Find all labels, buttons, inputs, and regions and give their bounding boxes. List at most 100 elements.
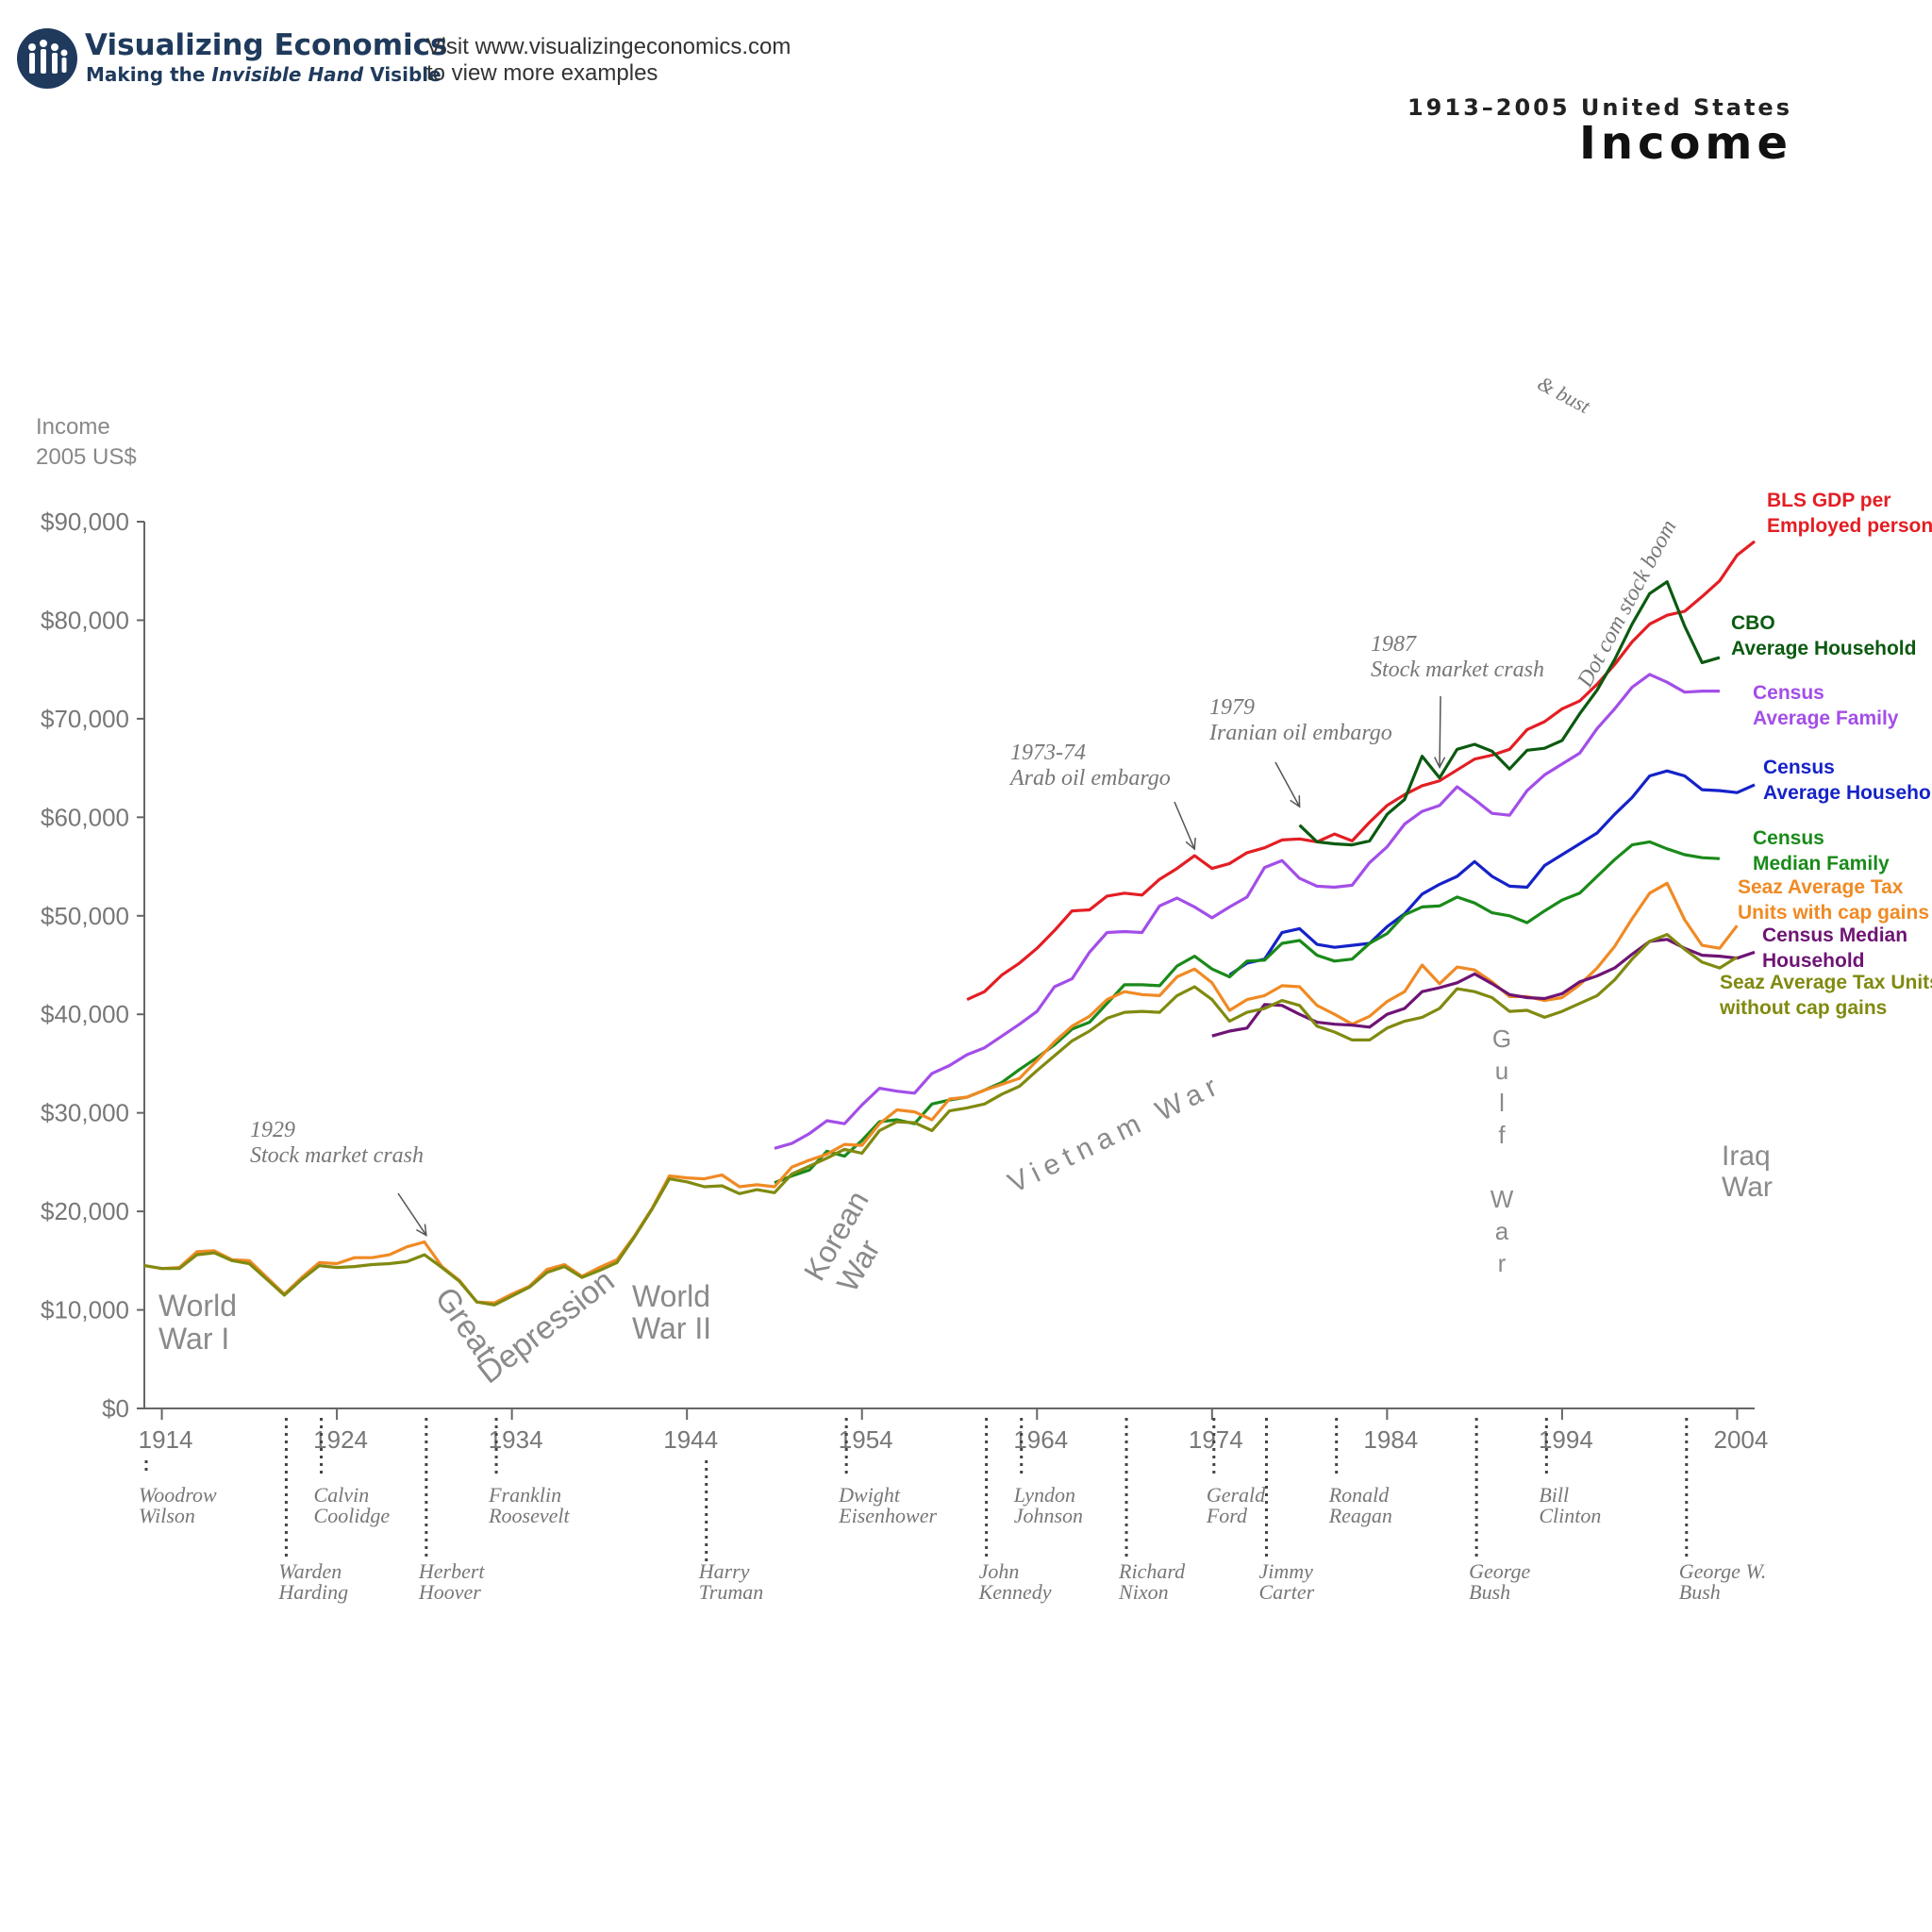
president-name: Gerald [1207,1483,1266,1507]
war-label-letter: u [1495,1057,1508,1085]
series-line [143,933,1739,1307]
war-label: Depression [472,1262,622,1391]
president-name: Roosevelt [488,1504,570,1527]
series-label: Census [1763,757,1835,778]
president-name: Dwight [838,1483,901,1507]
annotation-arrowhead [1185,837,1196,851]
president-name: Nixon [1118,1580,1169,1604]
y-tick-label: $20,000 [41,1197,129,1225]
president-name: Wilson [139,1504,195,1527]
president-name: Bush [1679,1580,1721,1604]
annotation-arrow [397,1192,427,1236]
brand-tagline: Making the Invisible Hand Visible [86,63,441,86]
series-line [1228,769,1756,976]
logo-figures-icon [28,40,68,74]
x-tick-label: 1914 [139,1425,193,1454]
y-tick-label: $0 [102,1394,129,1423]
annotation-text: Stock market crash [1371,658,1544,682]
president-name: Eisenhower [838,1504,937,1527]
logo-emblem-icon [17,28,77,89]
series-label: Seaz Average Tax [1738,876,1904,898]
y-tick-label: $50,000 [41,902,129,930]
series-label: Employed person [1767,515,1932,537]
annotation-text: & bust [1534,371,1595,418]
war-label: War II [632,1311,711,1345]
annotation-text: Dot com stock boom [1573,516,1682,692]
annotation-arrow [1439,695,1441,768]
president-name: Ford [1206,1504,1248,1527]
series-label: Census [1753,827,1824,849]
series-line [774,840,1720,1185]
series-label: Census [1753,682,1824,704]
president-name: Ronald [1328,1483,1391,1507]
annotation-text: 1979 [1209,695,1255,720]
war-label-letter: l [1499,1089,1505,1117]
x-tick-label: 1944 [663,1425,718,1454]
president-name: Reagan [1328,1504,1392,1527]
war-label: World [158,1289,237,1323]
president-name: Coolidge [314,1504,391,1527]
annotation-text: Stock market crash [250,1143,424,1168]
series-lines [143,540,1756,1307]
series-label: CBO [1731,612,1775,634]
series-label: Household [1762,950,1865,972]
president-name: Carter [1258,1580,1314,1604]
series-label: Average Family [1753,708,1899,729]
y-tick-label: $90,000 [41,508,129,536]
x-tick-label: 1984 [1363,1425,1418,1454]
war-label: War I [158,1322,229,1356]
war-label: World [632,1279,710,1313]
president-name: Johnson [1014,1504,1083,1527]
annotation-arrow [1174,801,1195,850]
y-tick-label: $30,000 [41,1099,129,1127]
president-name: Harry [698,1559,750,1583]
annotation-text: 1929 [250,1118,295,1142]
war-label-letter: W [1491,1185,1514,1213]
visit-website-link[interactable]: Visit www.visualizingeconomics.com [426,34,791,59]
president-name: John [979,1559,1020,1583]
president-name: Franklin [488,1483,561,1507]
president-name: Calvin [314,1483,370,1507]
president-name: Richard [1118,1559,1186,1583]
series-label: Median Family [1753,853,1890,874]
series-line [143,881,1739,1305]
president-name: George [1469,1559,1530,1583]
series-line [774,673,1720,1150]
president-name: Lyndon [1013,1483,1075,1507]
annotation-rotated: Dot com stock boom & bust [1534,371,1682,692]
president-name: Herbert [418,1559,486,1583]
president-name: Jimmy [1258,1559,1313,1583]
series-label: Seaz Average Tax Units [1720,972,1932,993]
y-tick-label: $80,000 [41,606,129,634]
president-name: Clinton [1539,1504,1601,1527]
president-name: Truman [699,1580,763,1604]
series-label: Average Household [1763,782,1932,804]
visualizing-economics-logo[interactable]: Visualizing Economics Making the Invisib… [17,28,447,89]
x-tick-label: 1974 [1189,1425,1243,1454]
annotation-text: 1987 [1371,632,1417,657]
annotation-arrow [1274,761,1301,808]
annotation-text: Arab oil embargo [1008,766,1171,791]
president-name: Kennedy [978,1580,1052,1604]
axes: $0 $10,000 $20,000 $30,000 $40,000 $50,000 $60… [41,508,1768,1454]
annotation-arrowhead [1434,757,1446,769]
president-name: Hoover [418,1580,481,1604]
series-line [1211,938,1756,1038]
y-tick-label: $10,000 [41,1296,129,1324]
y-tick-label: $70,000 [41,705,129,733]
y-tick-label: $60,000 [41,803,129,831]
war-label-letter: f [1498,1121,1506,1149]
y-axis-label-line1: Income [36,414,110,440]
war-label: Vietnam War [1004,1069,1228,1200]
brand-title: Visualizing Economics [85,28,447,62]
president-name: Harding [277,1580,348,1604]
visit-website-note: to view more examples [426,60,658,86]
war-label-letter: r [1498,1249,1507,1277]
series-label: BLS GDP per [1767,490,1890,511]
war-label: Iraq [1722,1141,1771,1172]
series-label: without cap gains [1719,997,1887,1019]
y-axis-label-line2: 2005 US$ [36,444,137,470]
